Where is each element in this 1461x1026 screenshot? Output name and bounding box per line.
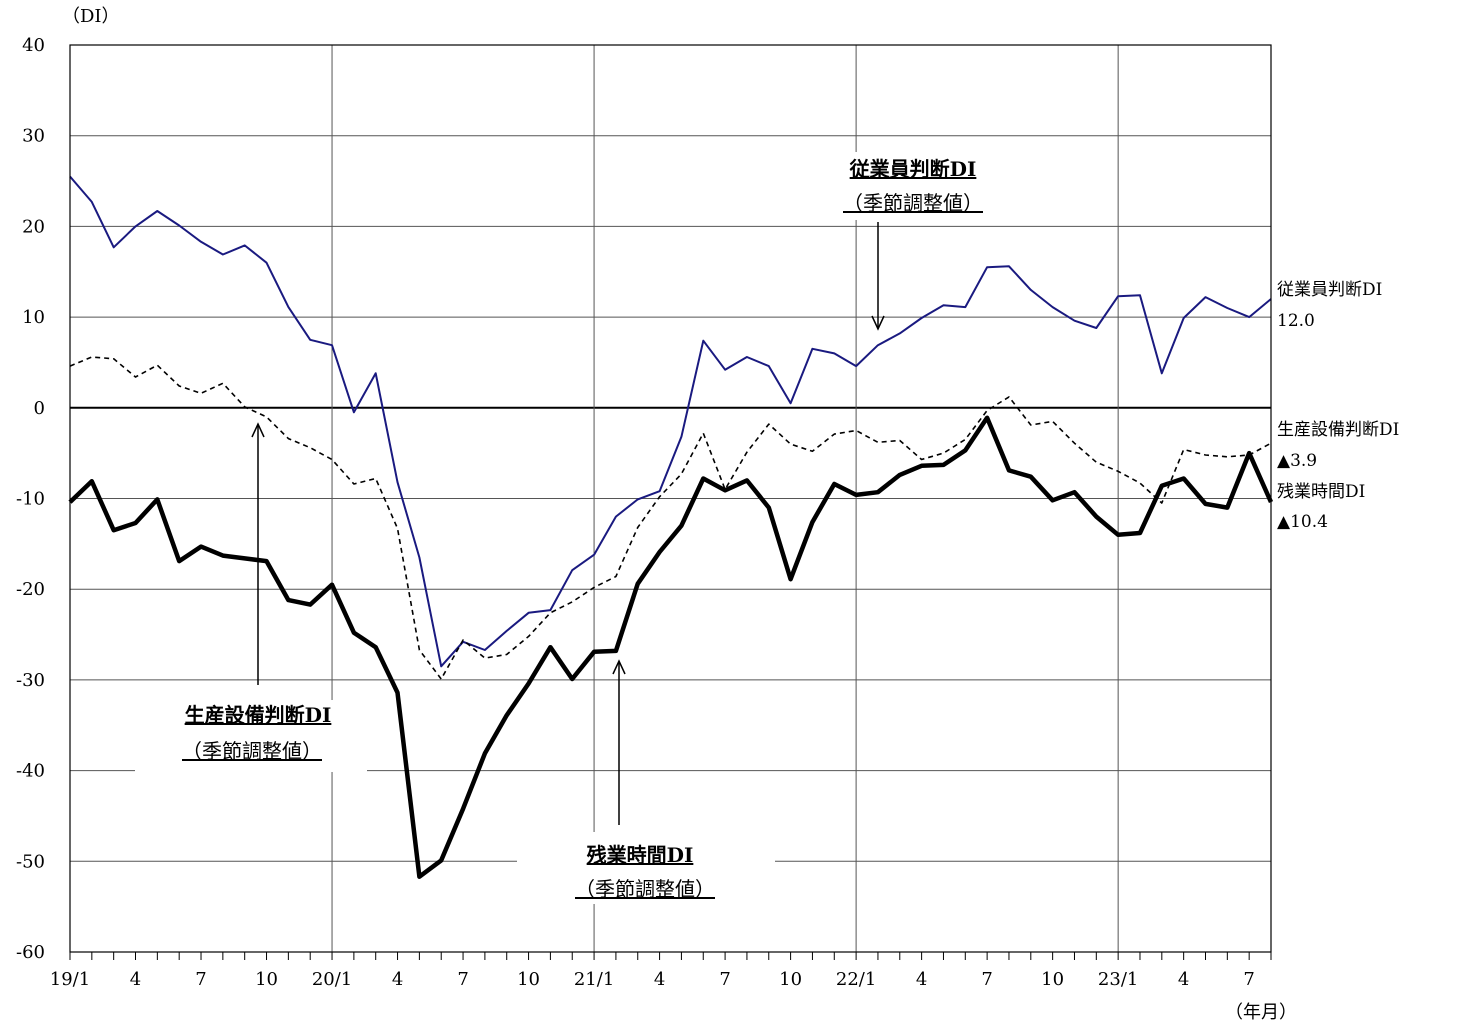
end-value-overtime: ▲10.4 [1277,512,1328,532]
annotation-overtime: 残業時間DI （季節調整値） [517,661,775,904]
x-tick-label: 20/1 [312,969,352,990]
x-tick-label: 7 [195,969,206,990]
y-tick-label: -60 [16,942,45,963]
x-tick-label: 10 [779,969,802,990]
x-tick-label: 4 [654,969,665,990]
y-tick-label: 20 [22,216,45,237]
end-value-equipment: ▲3.9 [1277,451,1317,471]
x-tick-label: 19/1 [50,969,90,990]
x-tick-label: 10 [255,969,278,990]
x-tick-label: 7 [457,969,468,990]
x-tick-label: 7 [719,969,730,990]
annotation-employee-sub: （季節調整値） [843,191,983,215]
series-line-0 [70,177,1271,667]
y-tick-label: -10 [16,489,45,510]
x-tick-label: 23/1 [1098,969,1138,990]
y-tick-label: 40 [22,35,45,56]
x-tick-label: 4 [392,969,403,990]
y-tick-label: 0 [34,398,45,419]
x-tick-label: 7 [981,969,992,990]
x-tick-label: 4 [916,969,927,990]
y-tick-label: -20 [16,579,45,600]
y-tick-label: -30 [16,670,45,691]
annotation-overtime-title: 残業時間DI [587,843,694,867]
end-label-overtime: 残業時間DI [1277,482,1365,502]
y-tick-label: 30 [22,126,45,147]
y-axis-ticks: 40 30 20 10 0 -10 -20 -30 -40 -50 -60 [16,35,45,963]
x-tick-label: 22/1 [836,969,876,990]
annotation-overtime-sub: （季節調整値） [575,877,715,901]
annotation-employee-title: 従業員判断DI [849,157,977,181]
x-tick-label: 7 [1243,969,1254,990]
annotation-equipment-sub: （季節調整値） [182,739,322,763]
y-tick-label: 10 [22,307,45,328]
x-axis-ticks: 19/1 4 7 10 20/1 4 7 10 21/1 4 7 10 22/1 4 7 10 23/1 4 7 [50,952,1271,990]
y-axis-label: （DI） [62,6,120,27]
series-line-1 [70,357,1271,679]
end-value-employee: 12.0 [1277,311,1315,331]
x-tick-label: 4 [130,969,141,990]
x-tick-label: 21/1 [574,969,614,990]
series-line-2 [70,418,1271,877]
x-axis-label: （年月） [1225,1002,1297,1023]
x-tick-label: 10 [1041,969,1064,990]
grid [70,45,1271,952]
x-tick-label: 10 [517,969,540,990]
end-label-employee: 従業員判断DI [1277,280,1382,300]
end-label-equipment: 生産設備判断DI [1277,420,1399,440]
x-tick-label: 4 [1178,969,1189,990]
annotation-employee: 従業員判断DI （季節調整値） [805,152,1025,329]
y-tick-label: -50 [16,851,45,872]
y-tick-label: -40 [16,761,45,782]
annotation-equipment-title: 生産設備判断DI [185,703,332,727]
